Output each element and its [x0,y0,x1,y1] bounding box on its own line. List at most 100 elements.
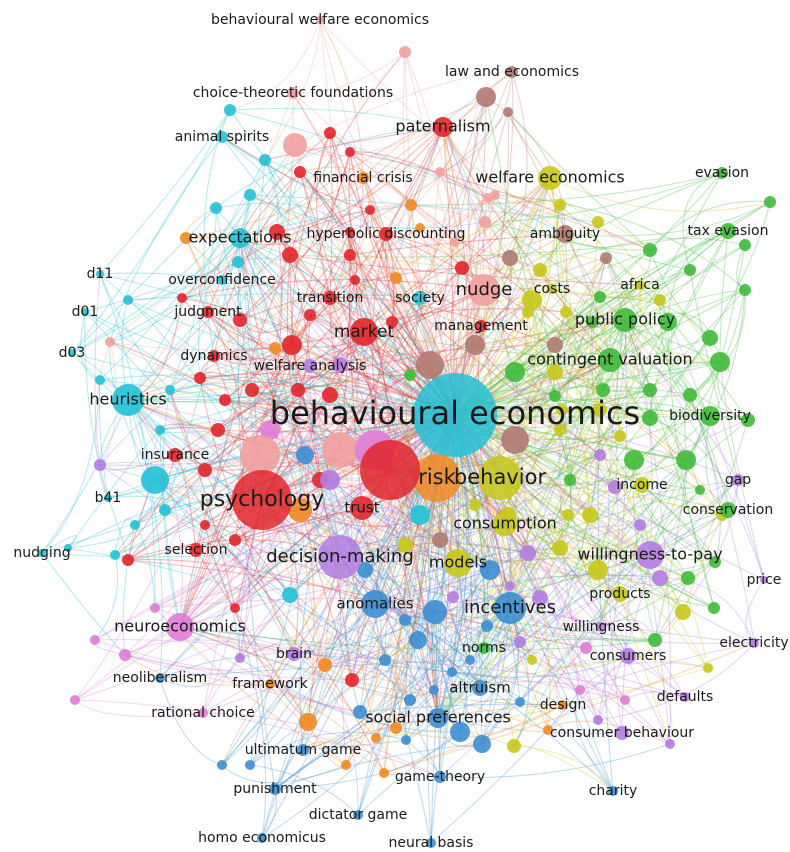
node-electricity[interactable] [749,638,759,648]
node-consumers[interactable] [620,648,636,664]
node-pink[interactable] [105,337,115,347]
node-purple[interactable] [94,459,106,471]
node-behavior[interactable] [478,456,522,500]
node-selection[interactable] [189,543,203,557]
node-blue[interactable] [217,760,227,770]
node-game-theory[interactable] [434,771,446,783]
node-purple[interactable] [665,739,675,749]
node-cyan[interactable] [95,375,105,385]
node-green[interactable] [684,264,696,276]
node-green[interactable] [596,383,610,397]
node-blue[interactable] [353,705,367,719]
node-red[interactable] [219,394,231,406]
node-cyan[interactable] [155,425,165,435]
node-green[interactable] [739,239,751,251]
node-orange[interactable] [390,722,402,734]
node-orange[interactable] [288,498,312,522]
node-dynamics[interactable] [208,350,220,362]
node-olive[interactable] [547,364,563,380]
node-orange[interactable] [390,272,402,284]
node-red[interactable] [344,249,356,261]
node-olive[interactable] [614,430,626,442]
node-contingent-valuation[interactable] [598,348,622,372]
node-consumption[interactable] [493,512,517,536]
node-choice-theoretic-foundations[interactable] [287,87,299,99]
node-magenta[interactable] [90,635,100,645]
node-olive[interactable] [592,216,604,228]
node-magenta[interactable] [575,685,585,695]
node-green[interactable] [741,413,755,427]
node-judgment[interactable] [202,306,214,318]
node-purple[interactable] [320,470,340,490]
node-red[interactable] [245,383,259,397]
node-blue[interactable] [423,600,447,624]
node-blue[interactable] [481,620,493,632]
node-behavioural-welfare-economics[interactable] [316,16,324,24]
node-society[interactable] [413,291,427,305]
node-neuroeconomics[interactable] [166,613,194,641]
node-green[interactable] [549,390,561,402]
node-red[interactable] [282,335,302,355]
node-red[interactable] [291,383,305,397]
node-blue[interactable] [357,562,373,578]
node-orange[interactable] [405,199,417,211]
node-green[interactable] [643,383,657,397]
node-red[interactable] [360,440,420,500]
node-orange[interactable] [299,713,317,731]
node-blue[interactable] [401,735,411,745]
node-trust[interactable] [350,496,374,520]
node-green[interactable] [648,633,662,647]
node-magenta[interactable] [260,420,280,440]
node-green[interactable] [594,291,606,303]
node-red[interactable] [365,205,375,215]
node-brain[interactable] [287,647,301,661]
node-pink[interactable] [399,46,411,58]
node-magenta[interactable] [150,603,160,613]
node-price[interactable] [760,576,768,584]
node-cyan[interactable] [165,385,175,395]
node-homo-economicus[interactable] [257,833,267,843]
node-psychology[interactable] [232,470,292,530]
node-hyperbolic-discounting[interactable] [379,227,393,241]
node-purple[interactable] [634,519,646,531]
node-biodiversity[interactable] [700,406,720,426]
node-orange[interactable] [269,342,281,354]
node-green[interactable] [404,369,416,381]
node-purple[interactable] [235,653,245,663]
node-orange[interactable] [415,223,425,233]
node-brown[interactable] [416,351,444,379]
node-willingness-to-pay[interactable] [636,541,664,569]
node-public-policy[interactable] [613,308,637,332]
node-red[interactable] [345,673,359,687]
node-olive[interactable] [552,540,568,556]
node-animal-spirits[interactable] [216,131,228,143]
node-purple[interactable] [608,480,622,494]
node-orange[interactable] [371,733,381,743]
node-design[interactable] [558,700,568,710]
node-neoliberalism[interactable] [155,673,165,683]
node-red[interactable] [122,554,134,566]
node-red[interactable] [345,147,355,157]
node-pink[interactable] [479,216,491,228]
node-olive[interactable] [469,499,481,511]
node-financial-crisis[interactable] [357,172,369,184]
node-pink[interactable] [450,237,460,247]
node-expectations[interactable] [230,228,250,248]
node-green[interactable] [739,284,751,296]
node-pink[interactable] [322,432,358,468]
node-olive[interactable] [562,509,574,521]
node-purple[interactable] [447,591,459,603]
node-risk[interactable] [413,454,461,502]
node-welfare-analysis[interactable] [303,359,317,373]
node-olive[interactable] [654,294,666,306]
node-insurance[interactable] [168,448,182,462]
node-anomalies[interactable] [361,590,389,618]
node-cyan[interactable] [410,505,430,525]
node-red[interactable] [282,247,298,263]
node-magenta[interactable] [580,642,592,654]
node-nudge[interactable] [468,274,500,306]
node-blue[interactable] [465,655,475,665]
node-purple[interactable] [532,590,548,606]
node-purple[interactable] [514,636,526,648]
node-green[interactable] [676,450,696,470]
